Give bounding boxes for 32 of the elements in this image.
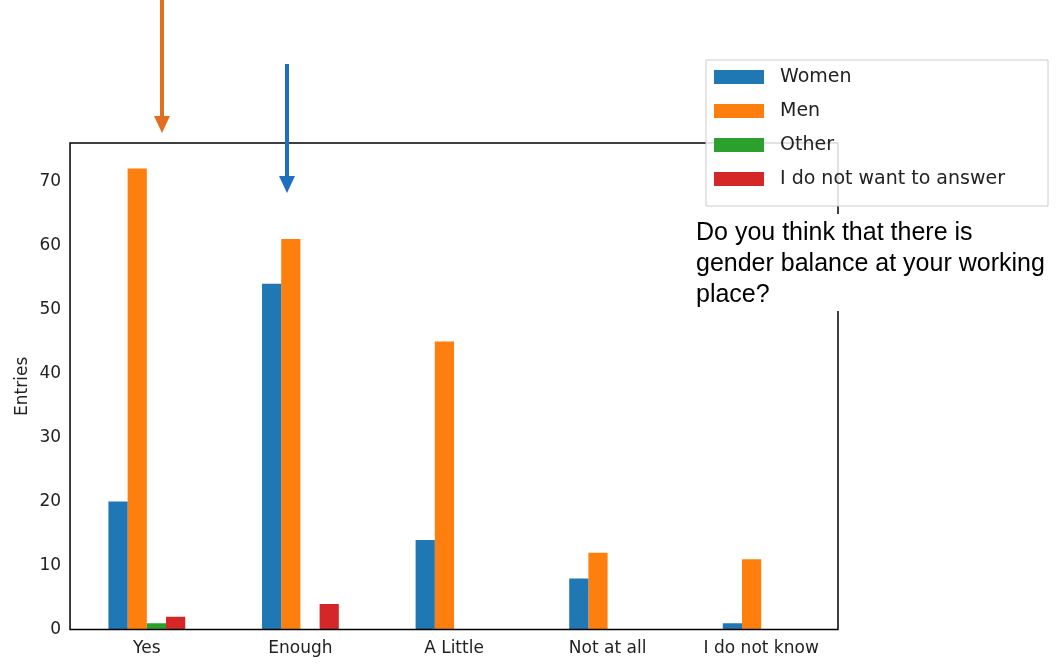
bar bbox=[281, 239, 301, 630]
y-axis-title: Entries bbox=[10, 356, 31, 416]
bar bbox=[434, 341, 455, 630]
y-tick-label: 60 bbox=[39, 233, 62, 254]
bar bbox=[415, 539, 435, 630]
y-tick-label: 10 bbox=[39, 554, 62, 574]
annotation: Do you think that there is gender balance at your working place? bbox=[696, 214, 1056, 311]
bar bbox=[722, 623, 742, 630]
y-tick-label: 40 bbox=[39, 361, 62, 382]
legend-label: Men bbox=[780, 97, 821, 120]
bar bbox=[146, 623, 167, 630]
bar bbox=[166, 616, 186, 630]
y-tick-label: 20 bbox=[39, 489, 62, 510]
bar bbox=[319, 603, 339, 630]
bar bbox=[569, 578, 589, 630]
bar bbox=[588, 552, 608, 630]
bar bbox=[742, 559, 762, 630]
x-tick-label: Yes bbox=[132, 637, 161, 658]
y-tick-label: 30 bbox=[39, 425, 62, 446]
y-tick-label: 0 bbox=[50, 618, 62, 639]
bar bbox=[262, 283, 282, 630]
x-tick-label: I do not know bbox=[703, 637, 819, 658]
legend-label: Other bbox=[780, 131, 835, 154]
y-tick-label: 70 bbox=[39, 169, 62, 190]
bar bbox=[127, 168, 147, 630]
y-tick-label: 50 bbox=[39, 297, 62, 318]
bar bbox=[108, 501, 128, 630]
x-tick-label: Enough bbox=[268, 637, 333, 658]
x-tick-label: Not at all bbox=[568, 637, 647, 658]
x-tick-label: A Little bbox=[424, 637, 484, 658]
legend-label: I do not want to answer bbox=[780, 165, 1006, 188]
legend-label: Women bbox=[780, 63, 852, 86]
